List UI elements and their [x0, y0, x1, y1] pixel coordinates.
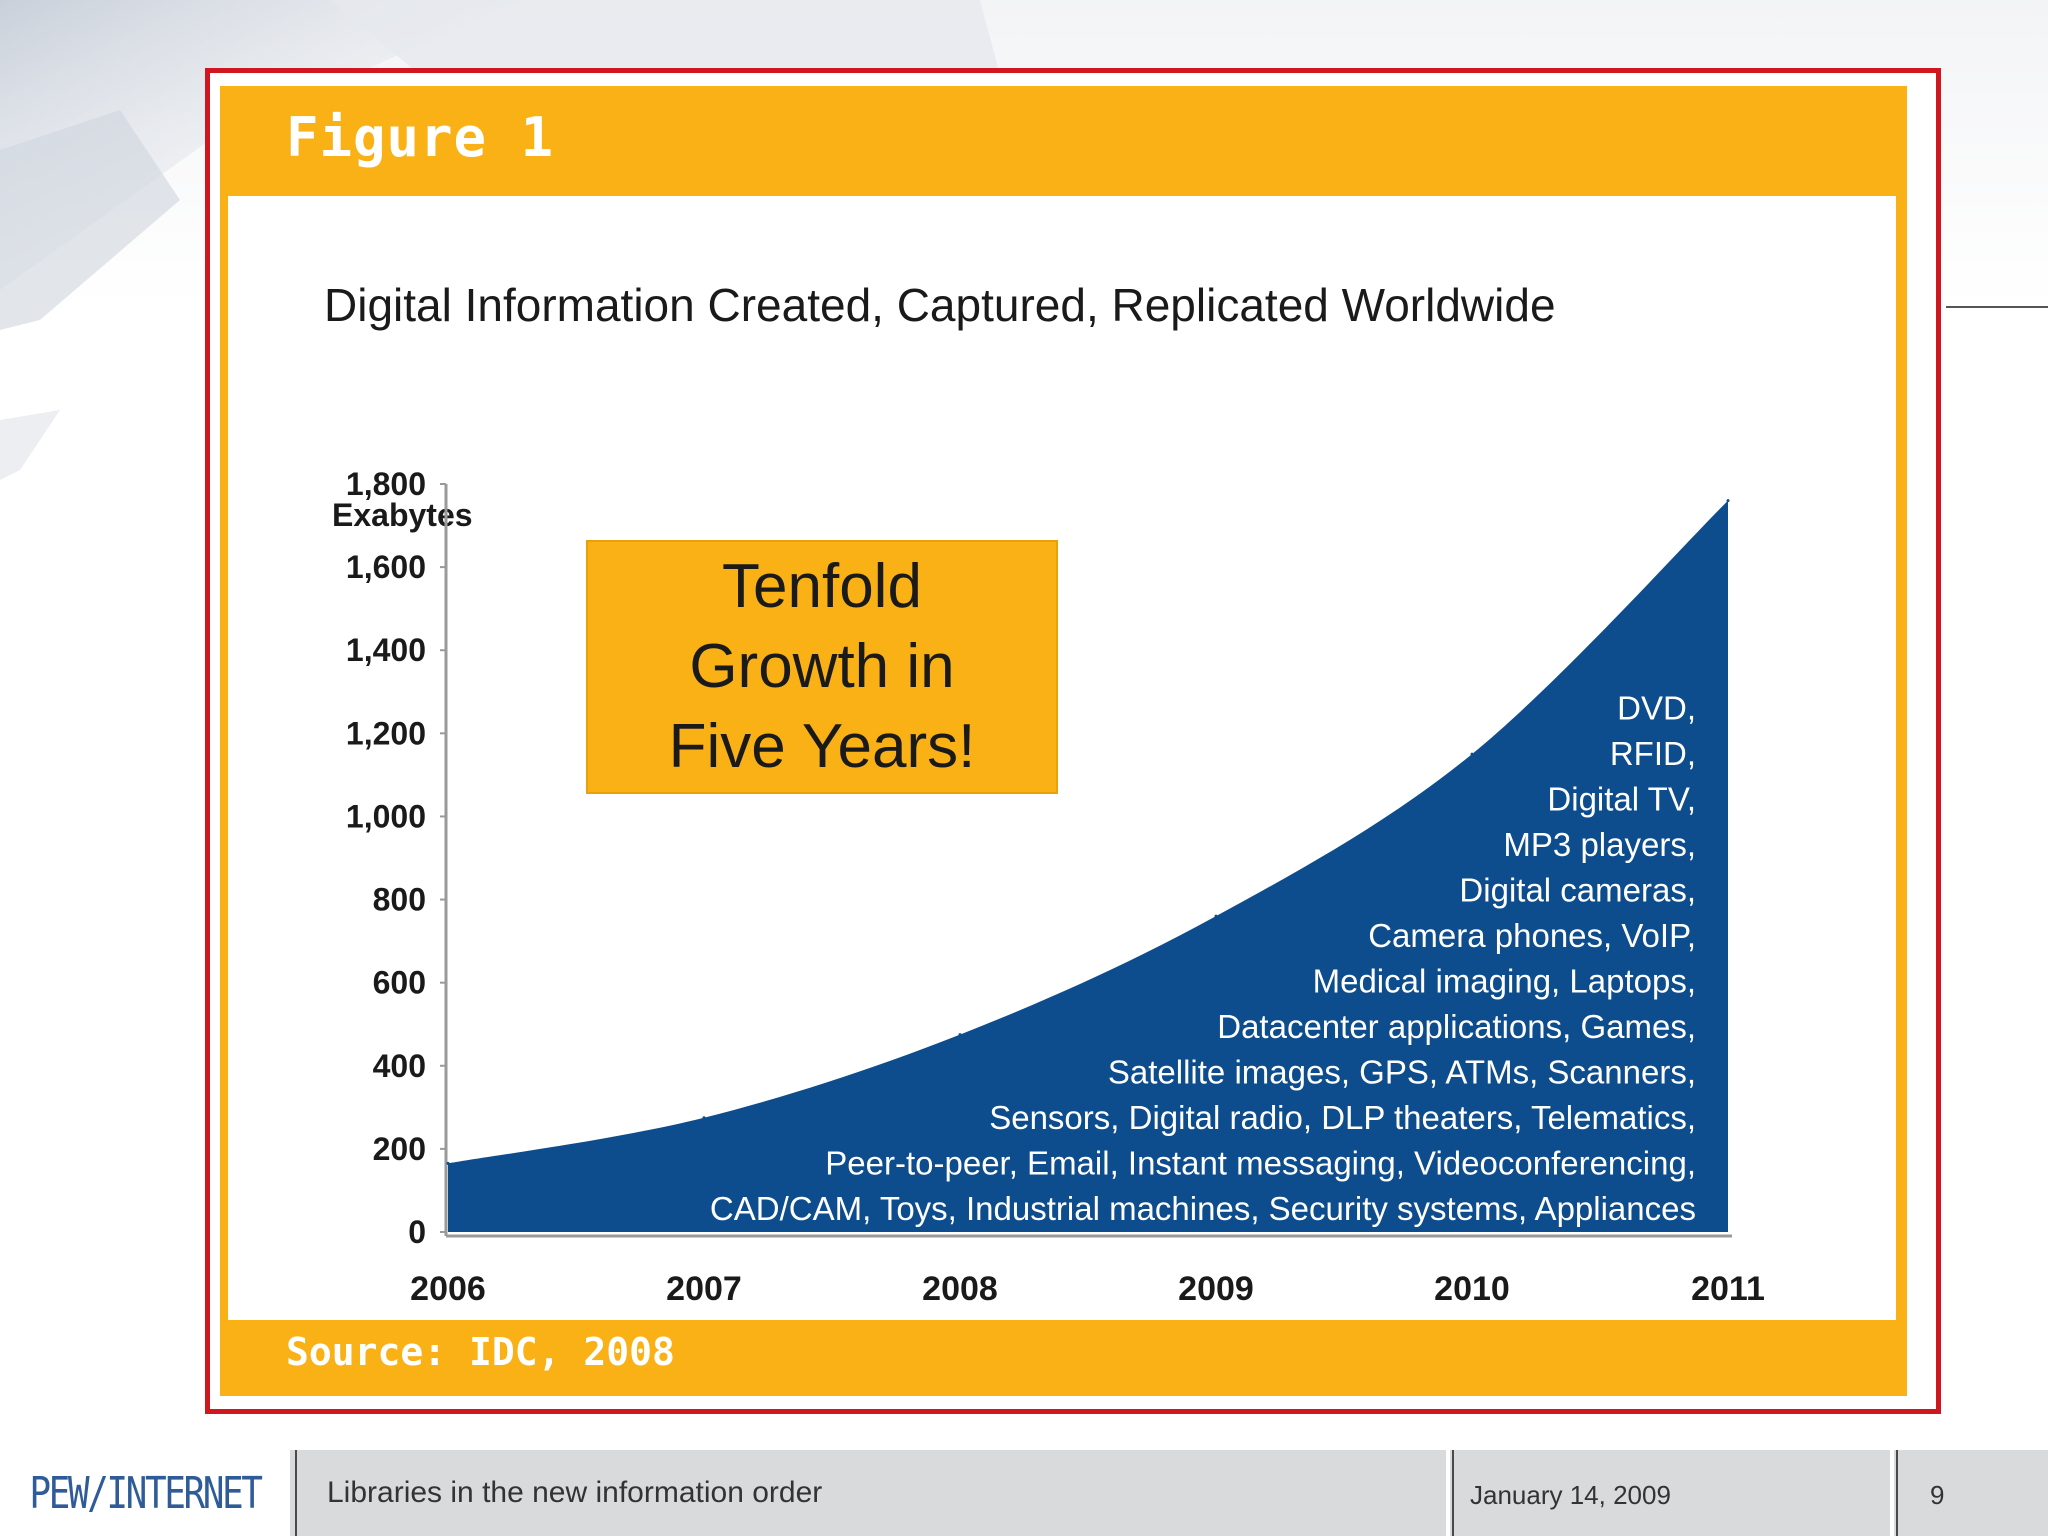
- footer-divider: [1452, 1450, 1454, 1536]
- y-tick-label: 200: [373, 1131, 426, 1167]
- annotation-line: Peer-to-peer, Email, Instant messaging, …: [825, 1145, 1696, 1182]
- footer: PEW/INTERNET Libraries in the new inform…: [0, 1450, 2048, 1536]
- y-tick-label: 400: [373, 1048, 426, 1084]
- chart-title: Digital Information Created, Captured, R…: [324, 279, 1556, 331]
- y-axis-label: Exabytes: [332, 497, 473, 533]
- y-tick-label: 600: [373, 965, 426, 1001]
- y-tick-label: 800: [373, 882, 426, 918]
- callout-text: Tenfold Growth in Five Years!: [668, 552, 976, 781]
- area-series: [446, 499, 1730, 1233]
- data-point: [702, 1116, 706, 1120]
- y-tick-label: 1,600: [346, 549, 426, 585]
- footer-divider: [1896, 1450, 1898, 1536]
- annotation-line: Digital TV,: [1547, 781, 1696, 818]
- pew-internet-logo: PEW/INTERNET: [0, 1450, 290, 1536]
- data-point: [958, 1033, 962, 1037]
- area-fill: [448, 500, 1728, 1233]
- annotation-line: Medical imaging, Laptops,: [1313, 963, 1696, 1000]
- annotation-line: Digital cameras,: [1459, 872, 1696, 909]
- x-tick-label: 2007: [666, 1270, 742, 1308]
- x-tick-label: 2011: [1691, 1270, 1765, 1308]
- y-tick-label: 1,000: [346, 798, 426, 834]
- footer-divider: [295, 1450, 297, 1536]
- footer-divider: [1890, 1450, 1894, 1536]
- x-tick-label: 2010: [1434, 1270, 1510, 1308]
- source-line: Source: IDC, 2008: [286, 1330, 675, 1374]
- footer-subtitle: Libraries in the new information order: [327, 1476, 823, 1509]
- annotation-line: DVD,: [1617, 690, 1696, 727]
- area-chart: Exabytes 0 200 400 600 800 1,000 1,200 1,400 1,60…: [332, 466, 1765, 1308]
- data-point: [1214, 914, 1218, 918]
- page-number: 9: [1930, 1480, 1945, 1510]
- right-rule-divider: [1946, 306, 2048, 308]
- callout-box: Tenfold Growth in Five Years!: [586, 540, 1058, 794]
- y-tick-label: 0: [408, 1214, 426, 1250]
- y-axis: Exabytes 0 200 400 600 800 1,000 1,200 1,400 1,60…: [332, 466, 473, 1250]
- annotation-line: CAD/CAM, Toys, Industrial machines, Secu…: [710, 1190, 1696, 1227]
- figure-label: Figure 1: [286, 106, 555, 169]
- x-axis: 2006 2007 2008 2009 2010 2011: [410, 1234, 1765, 1308]
- annotation-line: RFID,: [1610, 735, 1696, 772]
- x-tick-label: 2006: [410, 1270, 486, 1308]
- chart-area: Digital Information Created, Captured, R…: [228, 196, 1896, 1320]
- footer-divider: [1446, 1450, 1450, 1536]
- y-tick-label: 1,800: [346, 466, 426, 502]
- data-point: [446, 1161, 450, 1165]
- y-tick-label: 1,200: [346, 715, 426, 751]
- footer-date: January 14, 2009: [1470, 1480, 1671, 1510]
- y-tick-label: 1,400: [346, 632, 426, 668]
- annotation-line: MP3 players,: [1503, 826, 1696, 863]
- data-point: [1726, 499, 1730, 503]
- annotations: DVD, RFID, Digital TV, MP3 players, Digital …: [710, 690, 1696, 1228]
- annotation-line: Camera phones, VoIP,: [1368, 917, 1696, 954]
- logo-text: PEW/INTERNET: [29, 1467, 263, 1519]
- data-point: [1470, 752, 1474, 756]
- x-tick-label: 2008: [922, 1270, 998, 1308]
- annotation-line: Satellite images, GPS, ATMs, Scanners,: [1108, 1054, 1696, 1091]
- figure-header: Figure 1: [220, 86, 1907, 196]
- x-tick-label: 2009: [1178, 1270, 1254, 1308]
- annotation-line: Datacenter applications, Games,: [1217, 1008, 1696, 1045]
- figure-panel: Figure 1 Digital Information Created, Ca…: [220, 86, 1907, 1396]
- annotation-line: Sensors, Digital radio, DLP theaters, Te…: [989, 1099, 1696, 1136]
